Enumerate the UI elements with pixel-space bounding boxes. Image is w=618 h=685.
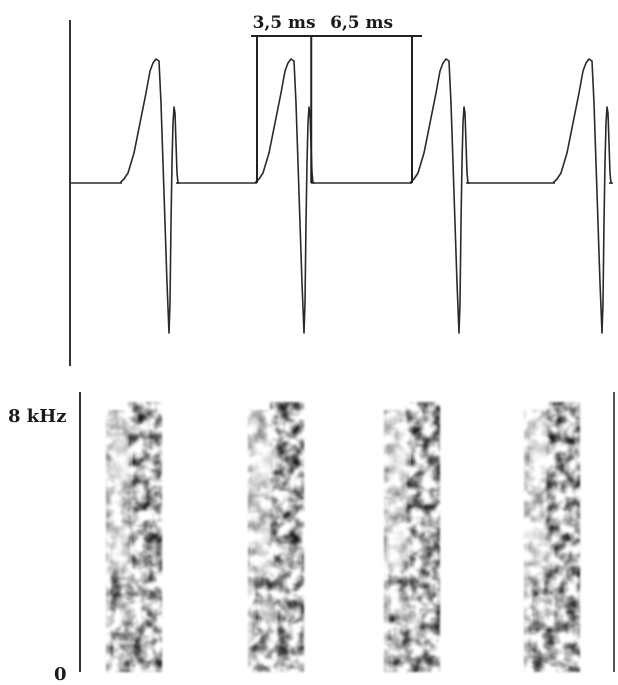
interval-brackets: 3,5 ms 6,5 ms (251, 13, 422, 183)
spectrogram-band-2-highlight-2 (252, 528, 272, 576)
ytick-label-bottom: 0 (54, 664, 67, 685)
spectrogram-band-3-highlight-2 (388, 528, 408, 576)
spectrogram-band-1-highlight-2 (110, 528, 130, 576)
spectrogram-band-1-highlight-3 (118, 598, 134, 626)
spectrogram-panel: 8 kHz 0 (8, 392, 615, 685)
spectrogram-band-4-highlight-3 (536, 598, 552, 626)
spectrogram-bands (106, 402, 580, 672)
spectrogram-band-2-highlight-1 (255, 442, 273, 482)
spectrogram-band-4-highlight-1 (531, 442, 549, 482)
waveform-pulse-3 (409, 58, 470, 334)
interval-label-1: 3,5 ms (253, 13, 316, 33)
spectrogram-band-4-highlight-2 (528, 528, 548, 576)
spectrogram-band-3-highlight-3 (396, 598, 412, 626)
ytick-label-top: 8 kHz (8, 406, 67, 427)
waveform-pulse-1 (119, 58, 180, 334)
waveform-pulse-4 (552, 58, 613, 334)
waveform-panel: 3,5 ms 6,5 ms (69, 13, 613, 366)
spectrogram-band-2-highlight-3 (260, 598, 276, 626)
spectrogram-band-1-highlight-1 (113, 442, 131, 482)
interval-label-2: 6,5 ms (330, 13, 393, 33)
spectrogram-band-3-highlight-1 (391, 442, 409, 482)
waveform-traces (70, 58, 613, 334)
waveform-pulse-2 (254, 58, 315, 334)
